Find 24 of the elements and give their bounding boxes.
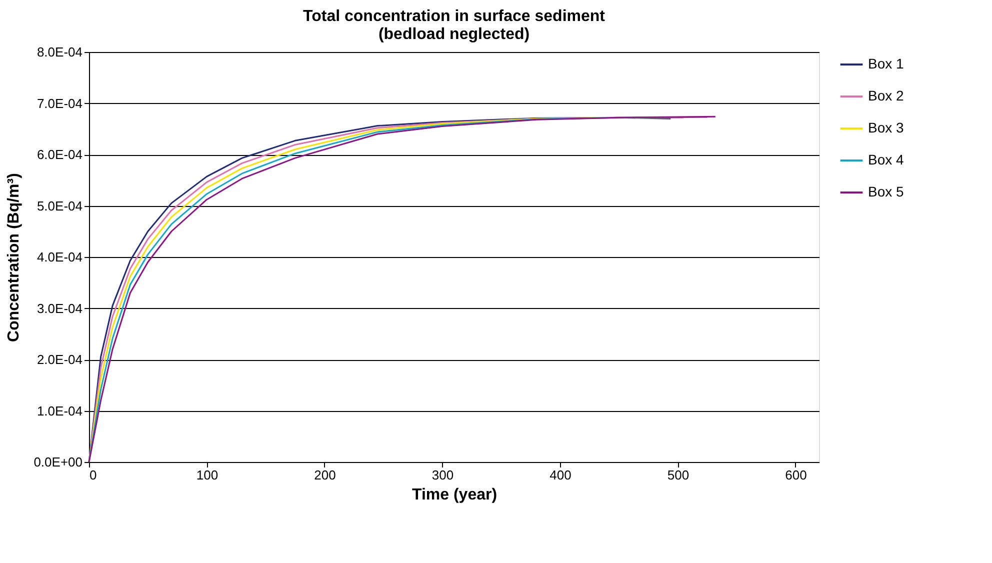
x-tick-label: 600 xyxy=(785,468,807,482)
y-tick-label: 3.0E-04 xyxy=(36,300,82,316)
x-tick-label: 100 xyxy=(196,468,218,482)
x-tick-label: 500 xyxy=(667,468,690,482)
y-axis-title: Concentration (Bq/m³) xyxy=(6,173,23,342)
legend-label: Box 5 xyxy=(868,184,904,200)
x-axis-title: Time (year) xyxy=(412,486,498,504)
x-tick-label: 0 xyxy=(90,468,97,482)
y-tick-label: 8.0E-04 xyxy=(36,44,82,60)
y-tick-label: 6.0E-04 xyxy=(36,147,82,162)
legend-label: Box 4 xyxy=(868,152,904,168)
x-tick-label: 400 xyxy=(550,468,572,482)
legend-label: Box 3 xyxy=(868,120,904,136)
y-tick-label: 1.0E-04 xyxy=(36,403,82,418)
y-tick-label: 0.0E+00 xyxy=(34,454,82,470)
chart-title: Total concentration in surface sediment (bedload neglected) xyxy=(303,8,606,43)
legend-label: Box 1 xyxy=(868,56,904,72)
y-tick-label: 5.0E-04 xyxy=(36,198,82,214)
legend-label: Box 2 xyxy=(868,88,904,104)
x-tick-label: 300 xyxy=(432,468,454,482)
x-tick-label: 200 xyxy=(314,468,336,482)
y-tick-label: 4.0E-04 xyxy=(36,250,82,264)
y-tick-label: 7.0E-04 xyxy=(36,96,82,111)
y-tick-label: 2.0E-04 xyxy=(36,352,82,367)
